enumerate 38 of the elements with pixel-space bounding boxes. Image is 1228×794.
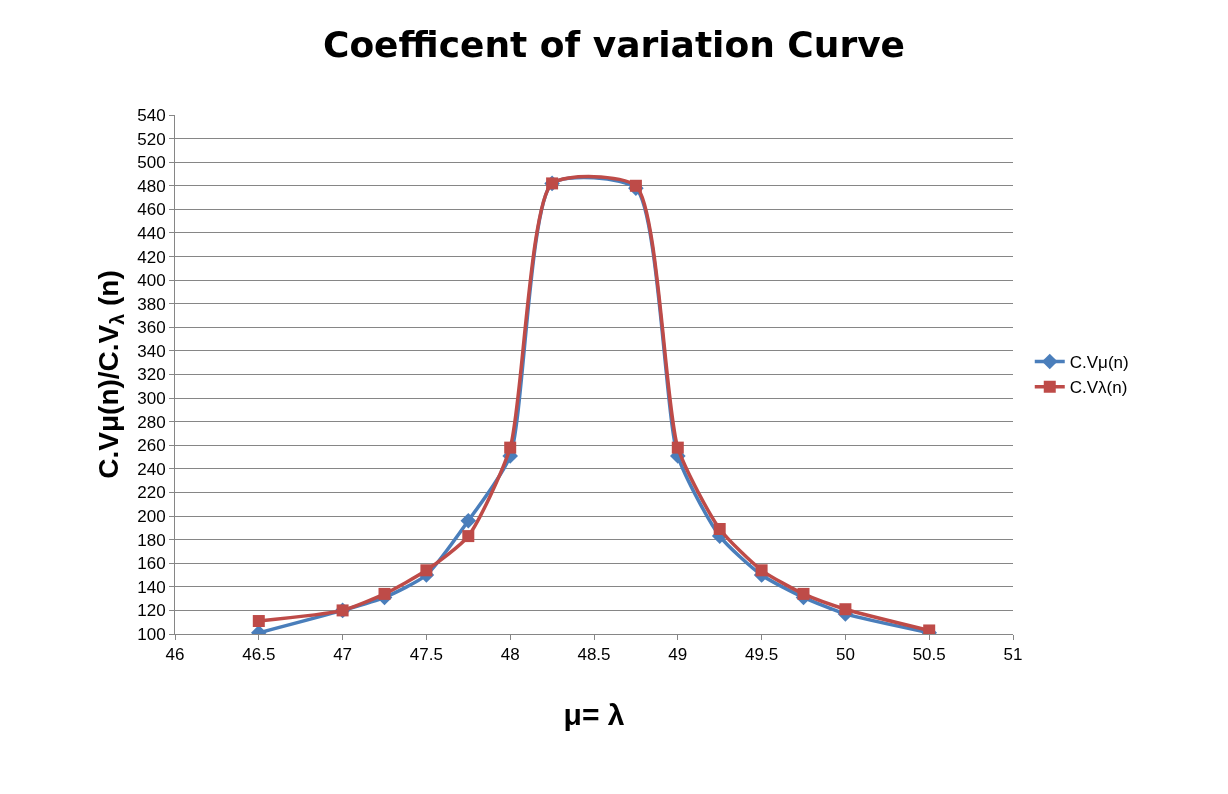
y-tick-label: 300: [137, 389, 166, 409]
x-tick-label: 50: [835, 645, 855, 665]
x-tick-label: 46.5: [242, 645, 276, 665]
y-tick-label: 360: [137, 318, 166, 338]
y-tick-label: 460: [137, 200, 166, 220]
x-tick-label: 49.5: [745, 645, 779, 665]
y-tick-label: 200: [137, 507, 166, 526]
y-tick-label: 340: [137, 341, 166, 361]
y-tick-label: 260: [137, 436, 166, 456]
x-tick-label: 51: [1003, 645, 1023, 665]
y-tick-label: 140: [137, 577, 166, 597]
y-tick-label: 160: [137, 554, 166, 574]
x-tick-label: 50.5: [912, 645, 946, 665]
y-tick-label: 420: [137, 247, 166, 267]
legend-label: C.Vμ(n): [1069, 353, 1129, 373]
y-tick-label: 400: [137, 271, 166, 291]
y-tick-label: 380: [137, 294, 166, 314]
x-tick-label: 48: [500, 645, 520, 665]
x-tick-label: 47: [333, 645, 353, 665]
chart-title: Coefficent of variation Curve: [322, 23, 906, 65]
y-tick-label: 100: [137, 624, 166, 644]
y-tick-label: 520: [137, 129, 166, 149]
y-tick-label: 320: [137, 365, 166, 385]
legend-label: C.Vλ(n): [1069, 378, 1128, 398]
y-tick-label: 280: [137, 412, 166, 432]
y-tick-label: 480: [137, 176, 166, 196]
y-tick-label: 540: [137, 105, 166, 125]
x-tick-label: 49: [668, 645, 688, 665]
y-tick-label: 220: [137, 483, 166, 503]
x-tick-label: 47.5: [409, 645, 443, 665]
y-tick-label: 180: [137, 530, 166, 550]
x-axis-title: μ= λ: [563, 697, 625, 731]
y-tick-label: 240: [137, 459, 166, 479]
y-tick-label: 440: [137, 223, 166, 243]
y-tick-label: 120: [137, 601, 166, 621]
x-tick-label: 48.5: [577, 645, 611, 665]
x-tick-label: 46: [165, 645, 185, 665]
y-tick-label: 500: [137, 153, 166, 173]
